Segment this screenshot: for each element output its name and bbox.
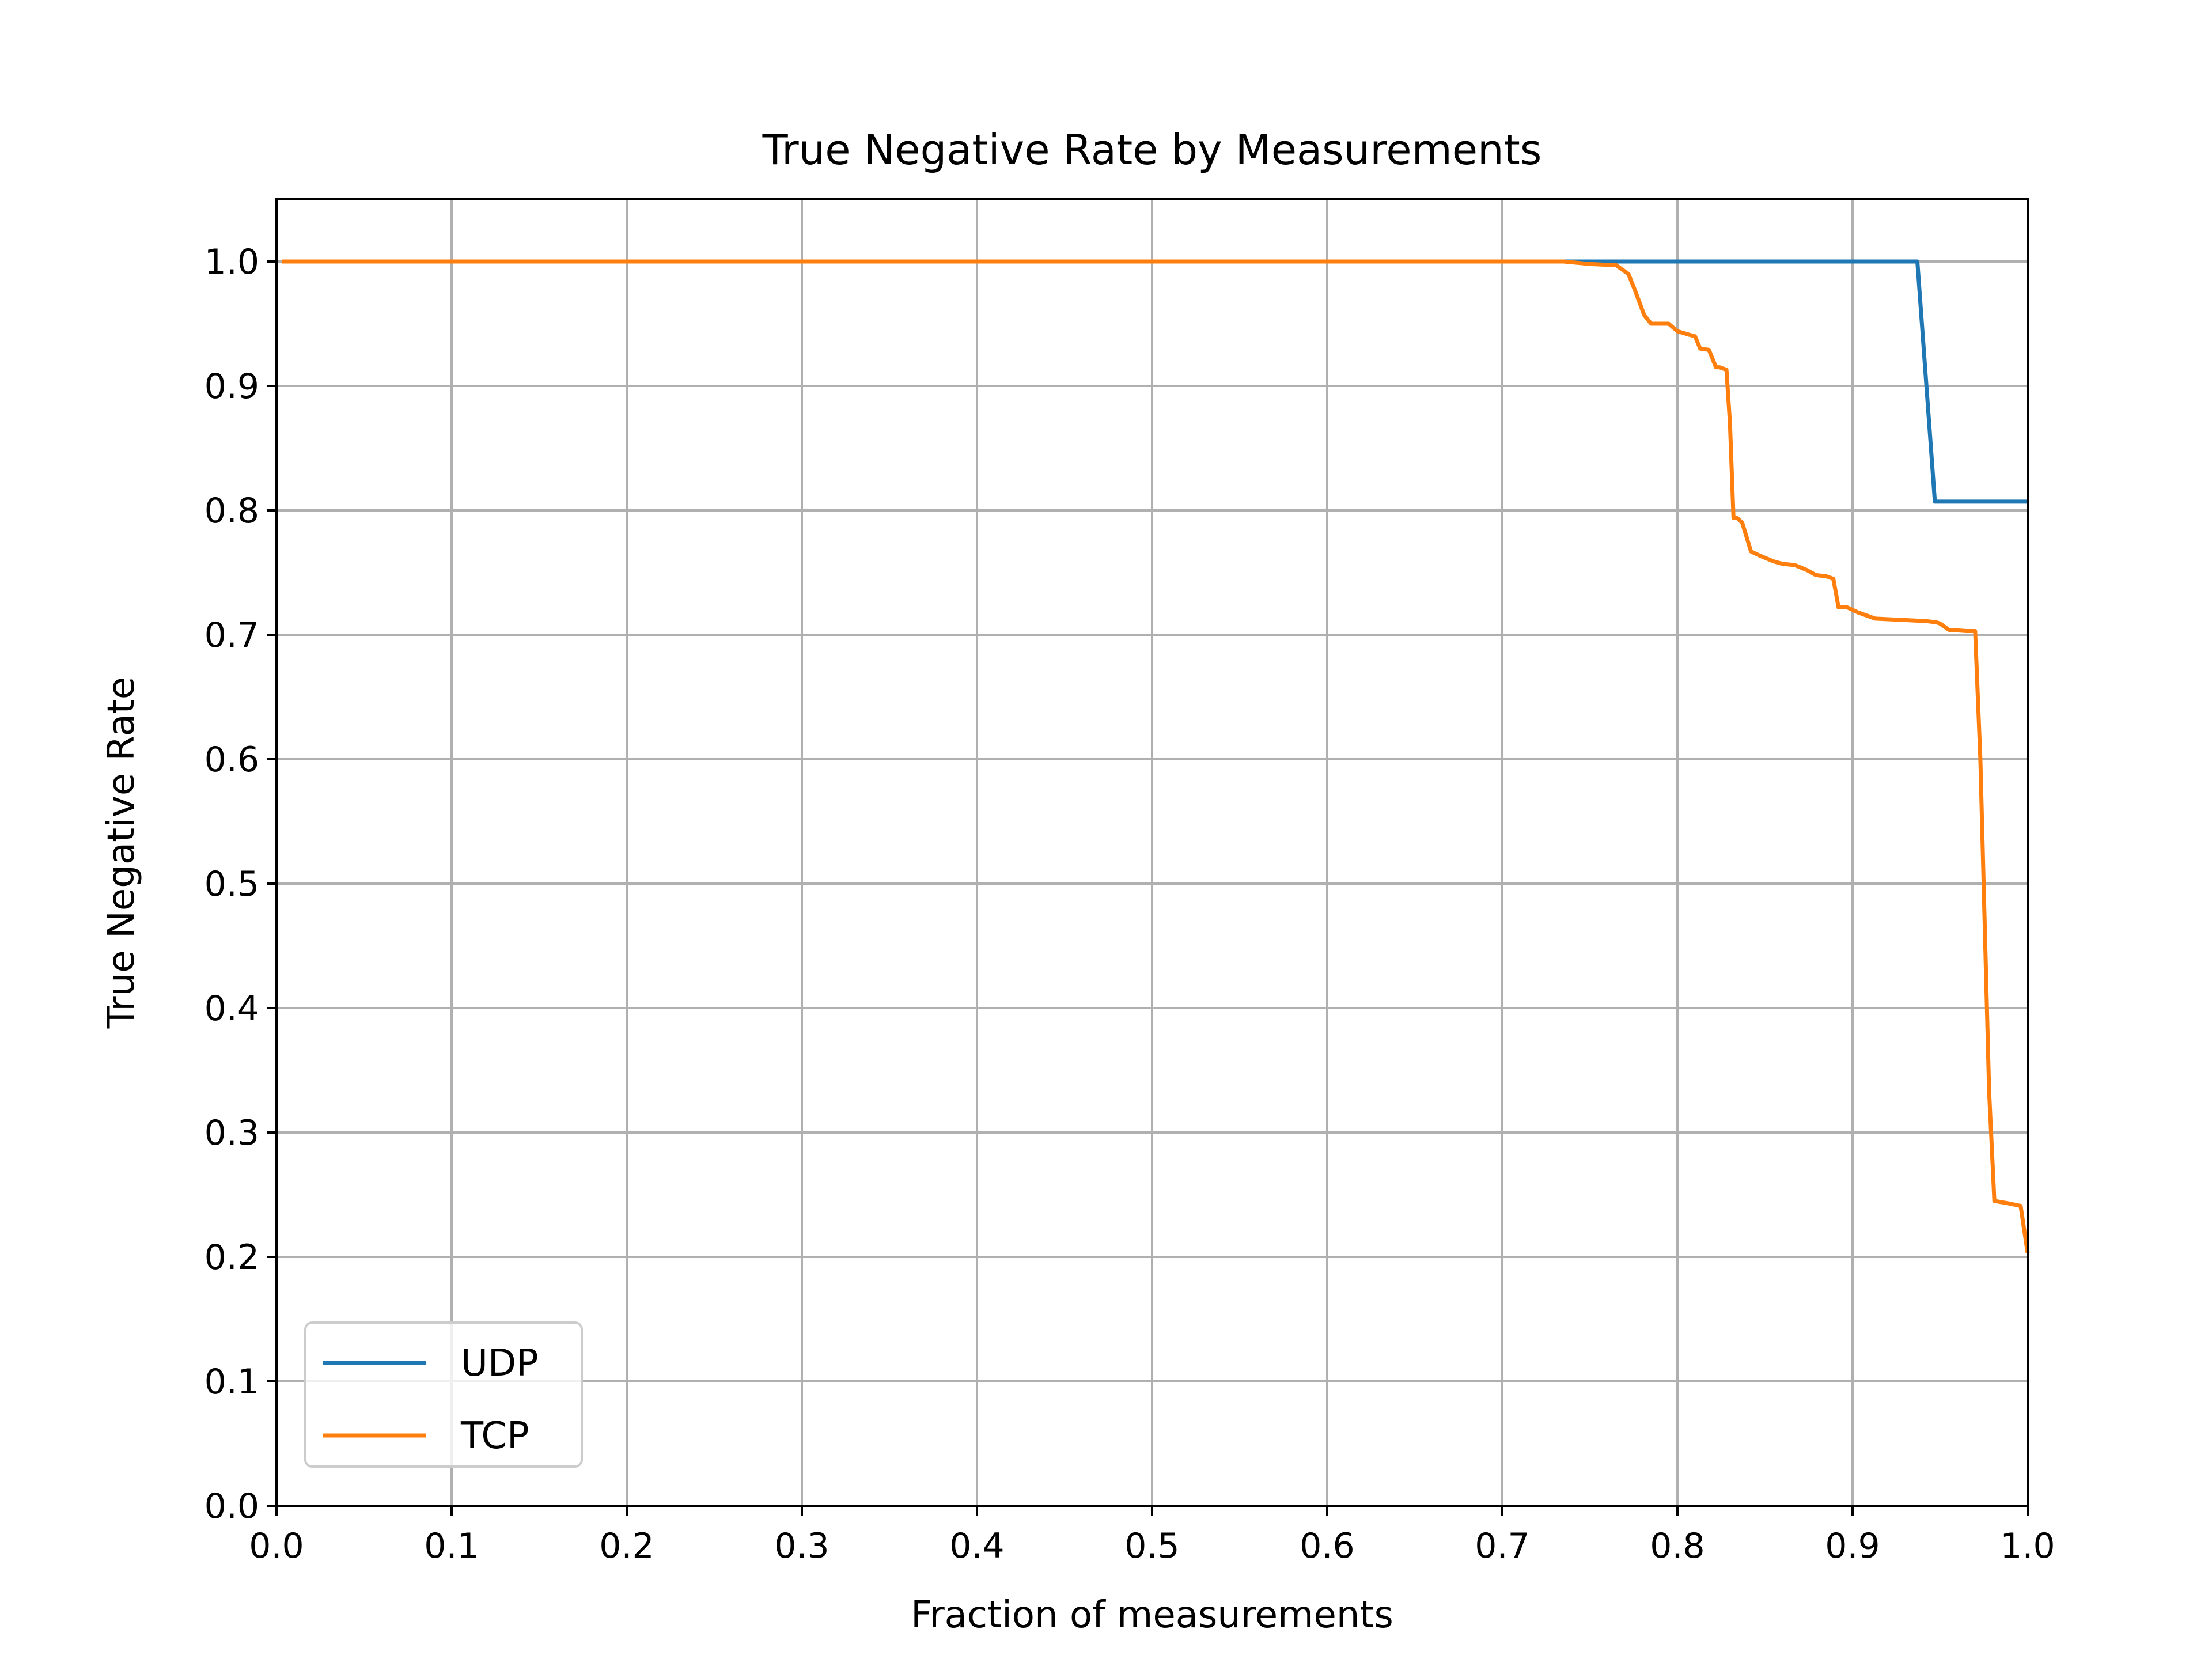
legend: UDP TCP: [304, 1321, 583, 1468]
x-tick-label: 0.9: [1825, 1526, 1880, 1566]
legend-label-udp: UDP: [461, 1342, 539, 1385]
x-tick-label: 0.0: [249, 1526, 304, 1566]
legend-box: [304, 1321, 583, 1468]
x-tick-label: 1.0: [2000, 1526, 2055, 1566]
x-tick-label: 0.5: [1124, 1526, 1179, 1566]
series-lines: [282, 259, 2030, 1254]
y-tick-label: 0.4: [204, 988, 259, 1029]
y-tick-label: 0.6: [204, 740, 259, 780]
y-tick-label: 0.5: [204, 864, 259, 904]
y-tick-label: 0.0: [204, 1486, 259, 1527]
y-tick-label: 0.2: [204, 1237, 259, 1278]
y-tick-label: 0.3: [204, 1113, 259, 1153]
x-tick-label: 0.3: [774, 1526, 829, 1566]
x-tick-label: 0.4: [949, 1526, 1004, 1566]
x-tick-label: 0.1: [424, 1526, 479, 1566]
series-line-tcp: [282, 259, 2030, 1254]
x-tick-label: 0.6: [1300, 1526, 1354, 1566]
y-tick-label: 1.0: [204, 242, 259, 282]
y-axis-label: True Negative Rate: [100, 677, 143, 1029]
y-tick-label: 0.9: [204, 366, 259, 407]
y-tick-label: 0.1: [204, 1362, 259, 1402]
y-tick-label: 0.7: [204, 615, 259, 656]
chart-title: True Negative Rate by Measurements: [762, 126, 1542, 174]
x-tick-label: 0.7: [1475, 1526, 1529, 1566]
x-tick-label: 0.8: [1650, 1526, 1705, 1566]
legend-label-tcp: TCP: [460, 1415, 529, 1457]
x-axis-label: Fraction of measurements: [911, 1594, 1393, 1637]
x-tick-label: 0.2: [599, 1526, 654, 1566]
axis-ticks: 0.0 0.1 0.2 0.3 0.4 0.5 0.6 0.7 0.8 0.9 1.0 0.0 0.1 0…: [204, 242, 2055, 1566]
y-tick-label: 0.8: [204, 491, 259, 531]
